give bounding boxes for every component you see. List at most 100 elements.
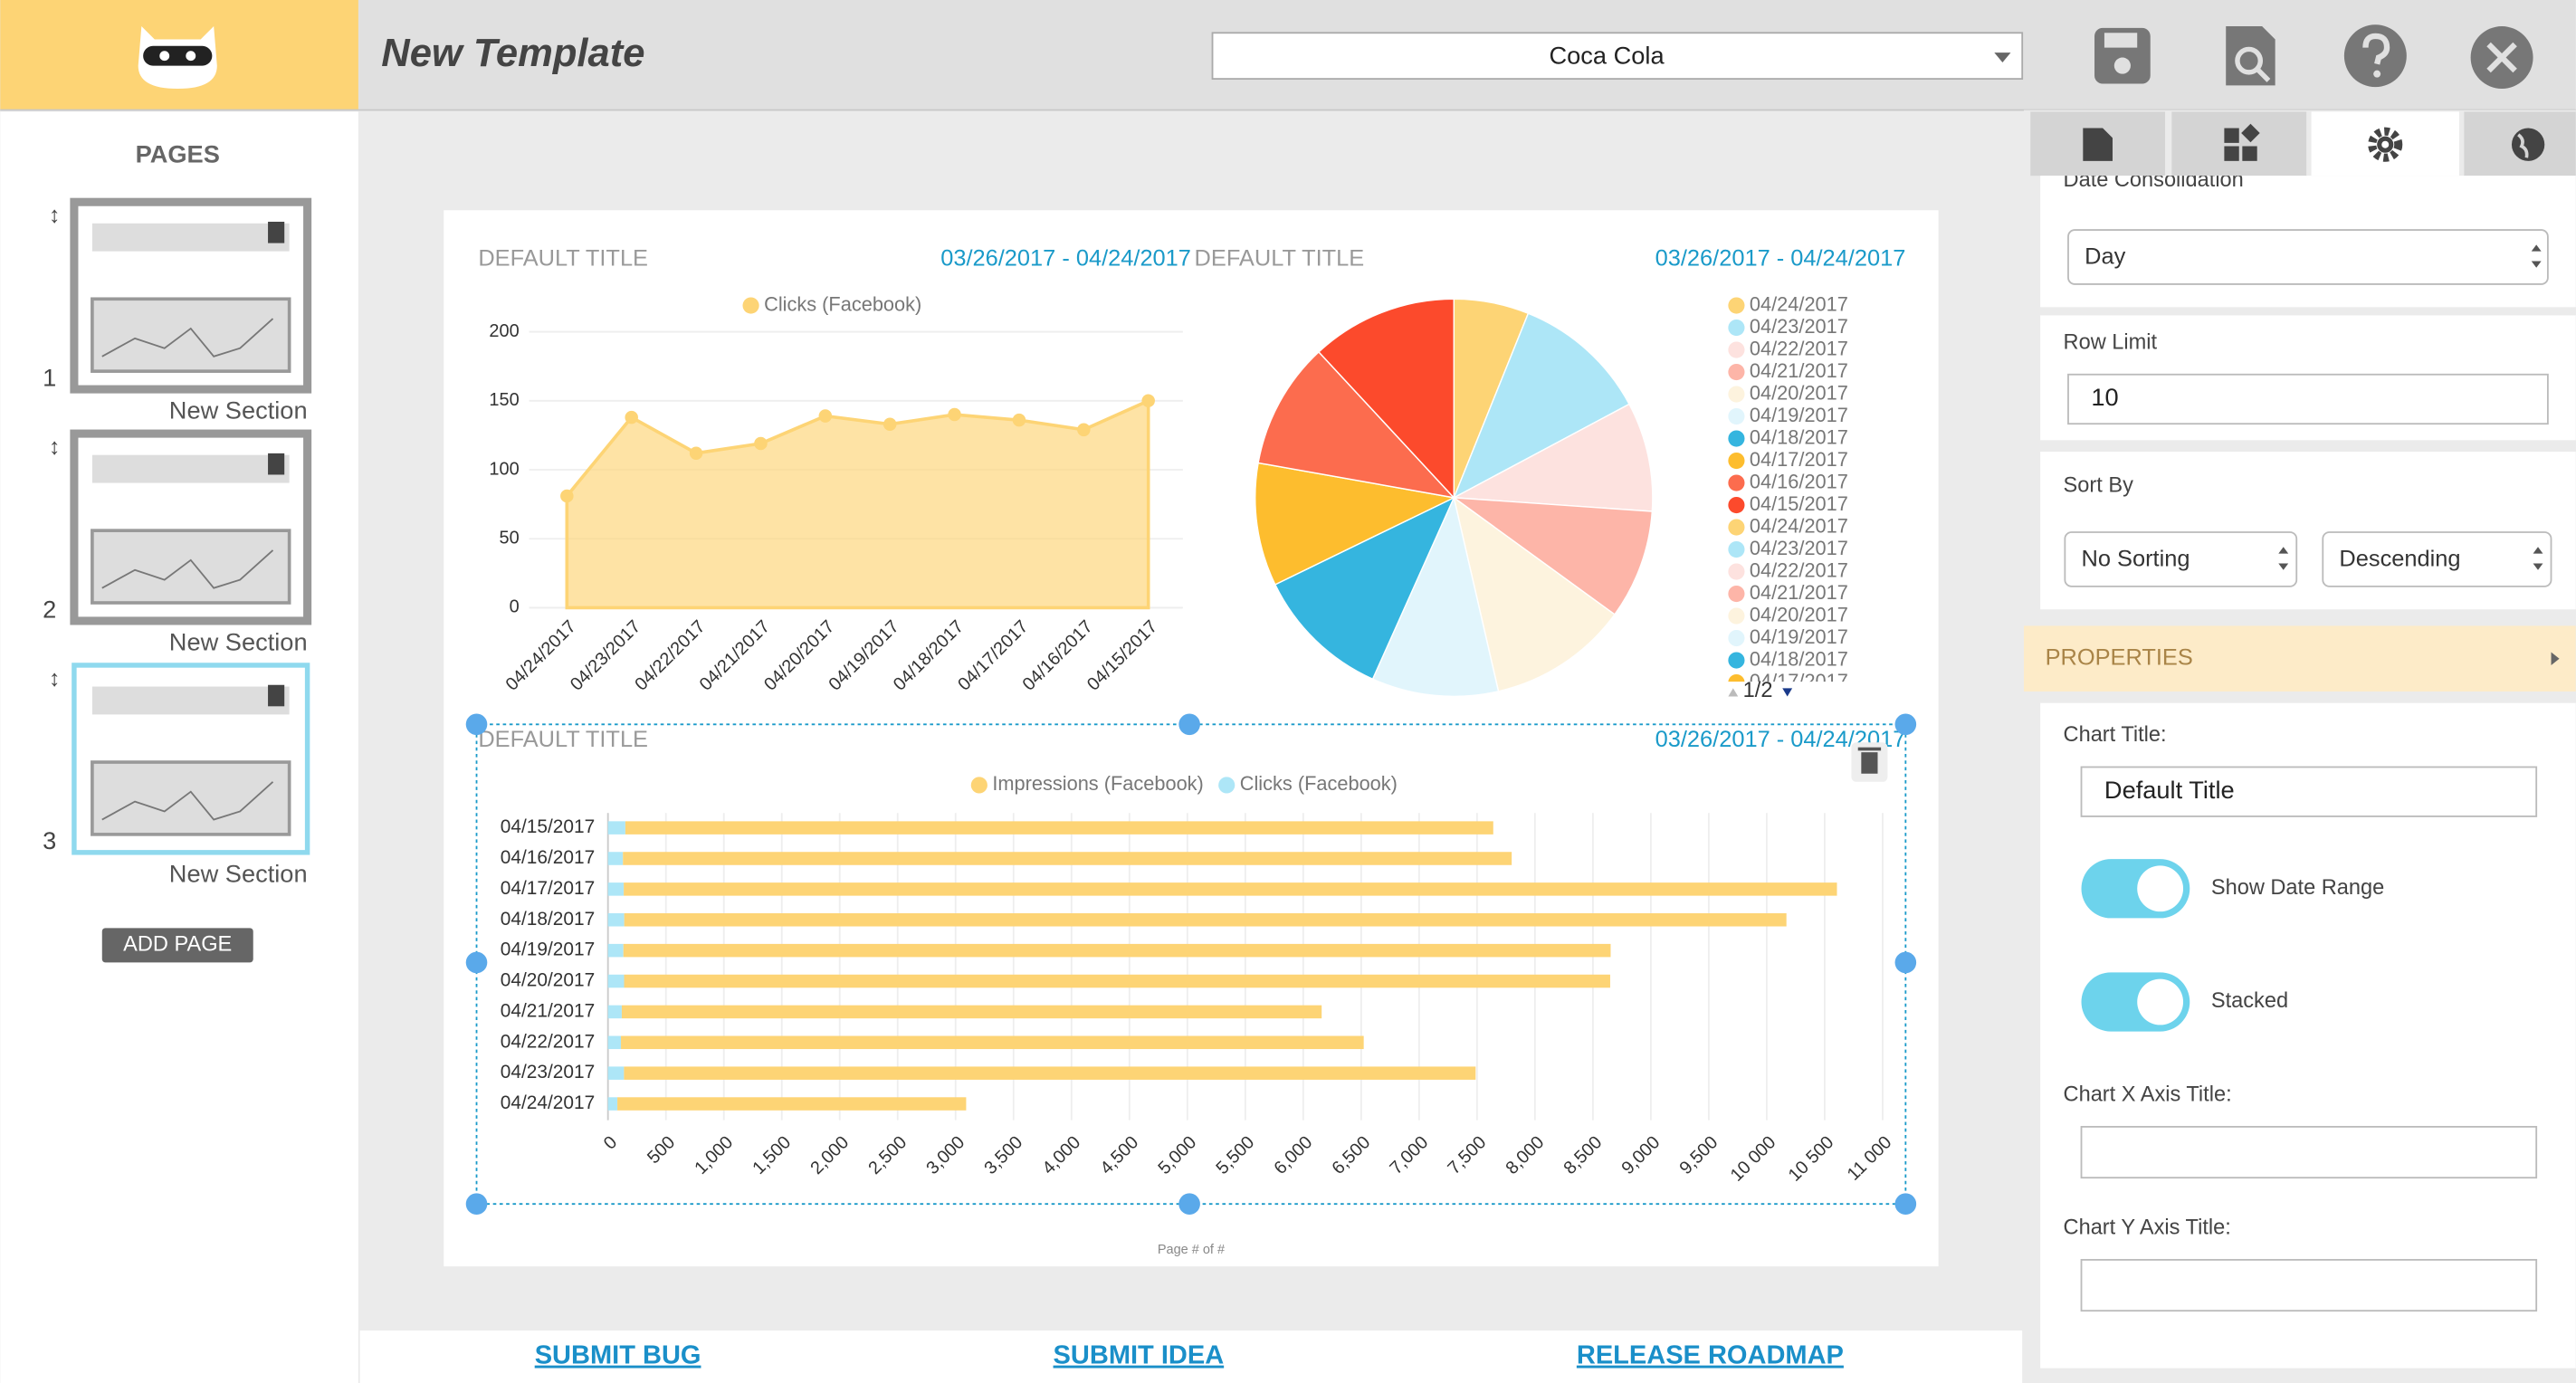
tab-icon bbox=[2368, 127, 2403, 162]
thumb-delete[interactable] bbox=[268, 684, 285, 707]
field-label: Sort By bbox=[2064, 472, 2134, 496]
bar bbox=[607, 1066, 625, 1080]
y-tick-label: 150 bbox=[489, 390, 519, 410]
bar bbox=[623, 852, 1512, 865]
select[interactable] bbox=[2064, 531, 2298, 587]
legend: 04/24/201704/23/201704/22/201704/21/2017… bbox=[1728, 292, 1848, 692]
thumb-line bbox=[101, 549, 274, 589]
save-icon[interactable] bbox=[2094, 27, 2151, 84]
legend-label[interactable]: 04/21/2017 bbox=[1750, 359, 1848, 382]
y-tick-label: 04/21/2017 bbox=[501, 1000, 595, 1021]
pie-slice[interactable] bbox=[1255, 462, 1456, 586]
legend-swatch bbox=[970, 777, 987, 794]
data-point bbox=[625, 410, 638, 424]
legend-label[interactable]: Clicks (Facebook) bbox=[1240, 772, 1398, 795]
tab-icon bbox=[2224, 123, 2260, 161]
account-select[interactable] bbox=[1211, 32, 2024, 81]
y-tick-label: 04/17/2017 bbox=[501, 878, 595, 899]
pie-slice[interactable] bbox=[1371, 495, 1500, 698]
y-tick-label: 04/15/2017 bbox=[501, 816, 595, 837]
legend-label[interactable]: 04/19/2017 bbox=[1750, 404, 1848, 426]
legend-label[interactable]: 04/22/2017 bbox=[1750, 558, 1848, 581]
footer-link[interactable]: SUBMIT BUG bbox=[535, 1341, 701, 1370]
legend-label[interactable]: 04/16/2017 bbox=[1750, 470, 1848, 492]
legend-label[interactable]: 04/21/2017 bbox=[1750, 581, 1848, 604]
footer-link[interactable]: SUBMIT IDEA bbox=[1054, 1341, 1225, 1370]
bar bbox=[625, 821, 1493, 835]
pie-slice[interactable] bbox=[1451, 403, 1654, 512]
legend-label[interactable]: 04/24/2017 bbox=[1750, 514, 1848, 537]
legend-swatch bbox=[1728, 563, 1745, 580]
legend-label[interactable]: 04/20/2017 bbox=[1750, 603, 1848, 625]
legend-label[interactable]: 04/18/2017 bbox=[1750, 425, 1848, 448]
legend-swatch bbox=[1728, 607, 1745, 625]
toggle-knob bbox=[2137, 865, 2184, 912]
y-tick-label: 200 bbox=[489, 321, 519, 341]
add-page-button[interactable] bbox=[101, 928, 253, 963]
select-arrows bbox=[2531, 244, 2542, 268]
legend-label[interactable]: 04/23/2017 bbox=[1750, 537, 1848, 559]
legend-label[interactable]: Impressions (Facebook) bbox=[992, 772, 1203, 795]
pie-slice[interactable] bbox=[1453, 496, 1616, 692]
y-tick-label: 04/24/2017 bbox=[501, 1092, 595, 1113]
pie-slice[interactable] bbox=[1274, 496, 1455, 681]
preview-icon[interactable] bbox=[2226, 26, 2275, 86]
select[interactable] bbox=[2322, 531, 2552, 587]
pie-slice[interactable] bbox=[1317, 298, 1455, 500]
pie-slice[interactable] bbox=[1257, 350, 1456, 499]
legend-label[interactable]: 04/24/2017 bbox=[1750, 292, 1848, 315]
legend-swatch bbox=[1728, 673, 1745, 682]
tab-icon bbox=[2083, 128, 2113, 161]
legend-label[interactable]: 04/19/2017 bbox=[1750, 625, 1848, 648]
input[interactable] bbox=[2080, 766, 2538, 817]
legend-label[interactable]: 04/22/2017 bbox=[1750, 337, 1848, 359]
legend-page: 1/2 bbox=[1743, 678, 1773, 701]
page-name: New Section bbox=[169, 628, 308, 656]
bar bbox=[624, 1066, 1476, 1080]
legend-prev[interactable] bbox=[1728, 688, 1739, 697]
legend-swatch bbox=[1728, 452, 1745, 470]
pie-slice[interactable] bbox=[1452, 312, 1631, 500]
page-number: 1 bbox=[43, 363, 56, 391]
y-tick-label: 04/22/2017 bbox=[501, 1031, 595, 1052]
legend-swatch bbox=[1728, 519, 1745, 536]
y-tick-label: 100 bbox=[489, 459, 519, 479]
legend-label[interactable]: 04/20/2017 bbox=[1750, 381, 1848, 404]
footer-link[interactable]: RELEASE ROADMAP bbox=[1577, 1341, 1844, 1370]
properties-header[interactable] bbox=[2023, 625, 2576, 692]
legend-label[interactable]: 04/23/2017 bbox=[1750, 315, 1848, 338]
thumb-line bbox=[101, 781, 274, 821]
close-icon[interactable] bbox=[2470, 26, 2533, 89]
field-label: Chart Title: bbox=[2064, 722, 2167, 746]
legend-label[interactable]: 04/17/2017 bbox=[1750, 670, 1848, 692]
legend-label[interactable]: 04/18/2017 bbox=[1750, 647, 1848, 670]
drag-handle: ↕ bbox=[49, 203, 61, 228]
expand-arrow bbox=[2551, 652, 2560, 665]
trash-icon[interactable] bbox=[1851, 742, 1888, 782]
add-page-label: ADD PAGE bbox=[123, 932, 232, 956]
input[interactable] bbox=[2080, 1258, 2538, 1312]
resize-handles[interactable] bbox=[465, 713, 1917, 1215]
thumb-delete[interactable] bbox=[268, 453, 285, 475]
thumb-line bbox=[101, 318, 274, 358]
select[interactable] bbox=[2067, 229, 2549, 285]
legend-next[interactable] bbox=[1782, 688, 1793, 697]
pie-slice[interactable] bbox=[1451, 496, 1654, 615]
bar bbox=[607, 943, 624, 958]
tab[interactable] bbox=[2171, 111, 2307, 176]
input-value: 10 bbox=[2091, 383, 2118, 411]
legend-label[interactable]: 04/15/2017 bbox=[1750, 492, 1848, 515]
bar bbox=[607, 852, 624, 865]
help-icon[interactable] bbox=[2343, 24, 2407, 88]
input[interactable] bbox=[2080, 1125, 2538, 1179]
field-label: Row Limit bbox=[2064, 330, 2158, 354]
input[interactable] bbox=[2067, 373, 2549, 425]
template-title: New Template bbox=[381, 32, 644, 75]
bar bbox=[607, 882, 625, 896]
field-label: Date Consolidation bbox=[2064, 167, 2244, 191]
y-tick-label: 04/23/2017 bbox=[501, 1062, 595, 1083]
data-point bbox=[818, 409, 833, 423]
thumb-delete[interactable] bbox=[268, 221, 285, 243]
legend-swatch bbox=[1728, 430, 1745, 447]
legend-label[interactable]: 04/17/2017 bbox=[1750, 448, 1848, 471]
